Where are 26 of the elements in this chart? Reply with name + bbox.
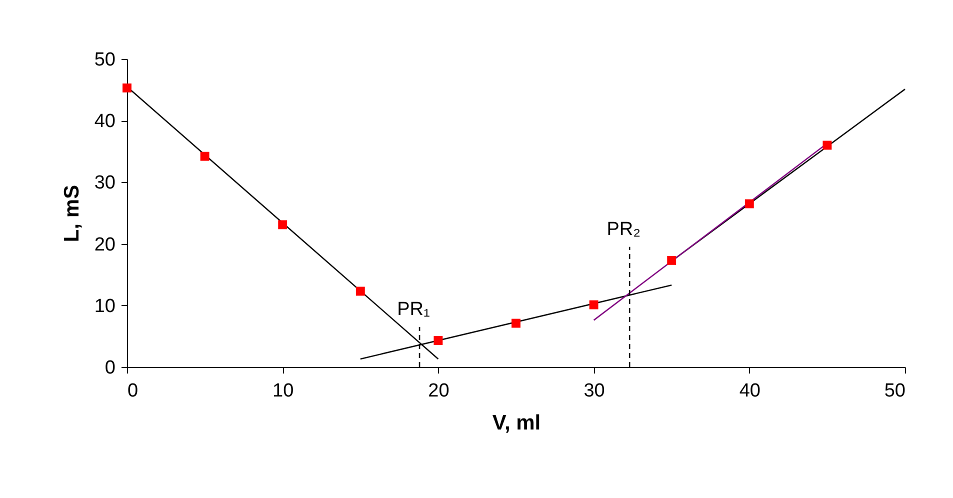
x-tick-label: 30 bbox=[584, 380, 605, 402]
y-tick-label: 10 bbox=[94, 296, 116, 317]
point bbox=[744, 199, 754, 208]
y-tick-label: 30 bbox=[94, 172, 116, 194]
x-axis-title: V, ml bbox=[492, 412, 541, 434]
point bbox=[278, 220, 288, 230]
y-tick-label: 20 bbox=[94, 234, 116, 256]
y-tick-label: 0 bbox=[104, 358, 116, 378]
point bbox=[356, 286, 365, 296]
point bbox=[512, 318, 520, 328]
x-tick-label: 0 bbox=[128, 380, 138, 402]
x-tick-label: 50 bbox=[884, 380, 906, 402]
y-axis-title: L, mS bbox=[60, 184, 84, 242]
point bbox=[822, 140, 832, 150]
x-tick-label: 20 bbox=[428, 380, 450, 402]
point bbox=[667, 256, 676, 265]
y-tick-label: 50 bbox=[94, 50, 116, 70]
y-tick-label: 40 bbox=[94, 111, 116, 132]
annotation: PR₁ bbox=[397, 298, 430, 320]
point bbox=[200, 152, 210, 161]
point bbox=[122, 83, 132, 92]
x-tick-label: 10 bbox=[272, 380, 294, 402]
annotation: PR₂ bbox=[606, 218, 640, 240]
point bbox=[589, 300, 598, 310]
x-tick-label: 40 bbox=[739, 380, 760, 402]
point bbox=[434, 336, 443, 345]
